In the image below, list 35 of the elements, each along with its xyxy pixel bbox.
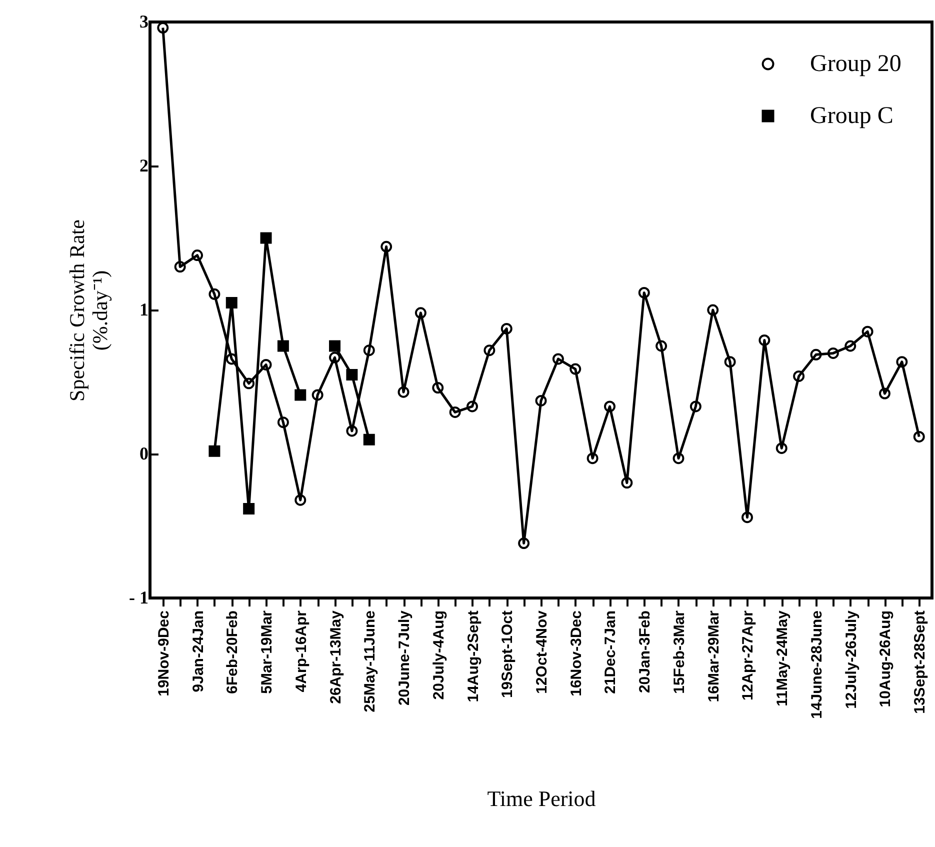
y-tick-label: 3 <box>140 12 148 32</box>
y-tick-label: - 1 <box>129 588 148 608</box>
x-tick-label: 14Aug-2Sept <box>464 610 482 702</box>
x-tick-label: 12Oct-4Nov <box>534 610 550 694</box>
x-tick-label: 5Mar-19Mar <box>258 610 276 694</box>
x-tick-label: 12Apr-27Apr <box>740 610 757 701</box>
x-tick-label: 16Mar-29Mar <box>705 610 722 702</box>
y-axis-title: Specific Growth Rate (%.day⁻¹) <box>65 220 112 402</box>
x-tick-label: 13Sept-28Sept <box>912 610 929 714</box>
point <box>208 445 220 457</box>
x-tick-label: 4Arp-16Apr <box>292 610 310 692</box>
point <box>363 434 375 446</box>
x-tick-label: 10Aug-26Aug <box>877 610 894 708</box>
y-tick-label: 2 <box>140 156 148 176</box>
x-tick-label: 21Dec-7Jan <box>602 610 620 694</box>
x-tick-label: 26Apr-13May <box>327 610 344 704</box>
point <box>294 389 306 401</box>
x-tick-label: 19Sept-1Oct <box>499 610 516 698</box>
x-tick-label: 11May-24May <box>774 610 792 706</box>
legend-label: Group 20 <box>810 51 902 77</box>
x-tick-label: 20Jan-3Feb <box>636 610 654 694</box>
x-tick-label: 20June-7July <box>396 610 414 706</box>
legend-label: Group C <box>810 103 894 129</box>
x-tick-label: 16Nov-3Dec <box>568 610 585 696</box>
x-axis-title: Time Period <box>487 786 596 811</box>
x-tick-label: 15Feb-3Mar <box>670 610 688 694</box>
x-tick-label: 12July-26July <box>842 610 860 709</box>
x-tick-label: 6Feb-20Feb <box>224 610 242 694</box>
x-tick-label: 25May-11June <box>362 610 379 712</box>
x-tick-label: 19Nov-9Dec <box>155 610 172 696</box>
x-tick-label: 20July-4Aug <box>430 610 448 700</box>
x-tick-label: 9Jan-24Jan <box>190 610 207 692</box>
y-tick-label: 0 <box>140 444 148 464</box>
x-tick-label: 14June-28June <box>808 610 826 719</box>
y-tick-label: 1 <box>140 300 148 320</box>
